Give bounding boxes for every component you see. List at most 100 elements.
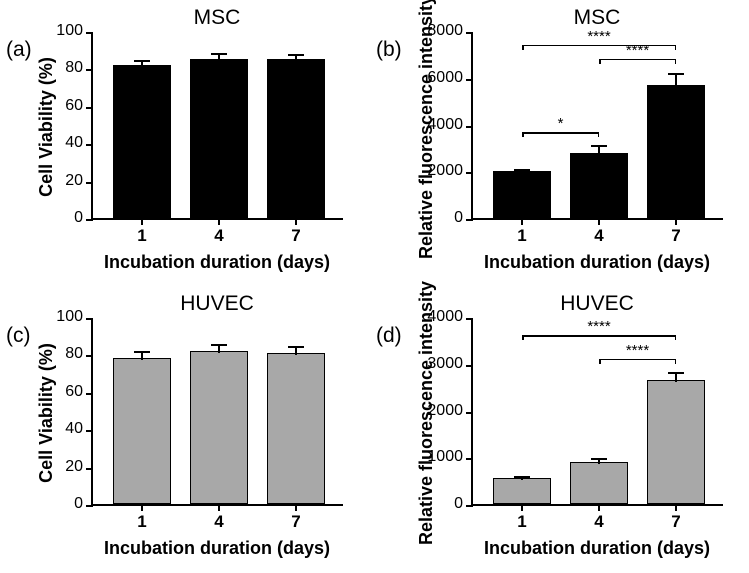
significance-drop (522, 335, 524, 340)
bar (113, 358, 171, 504)
x-tick-label: 4 (594, 226, 603, 246)
y-axis-label: Cell Viability (%) (36, 57, 57, 197)
x-tick (521, 504, 523, 511)
chart-plot-a: 020406080100147 (91, 33, 343, 220)
significance-drop (522, 132, 524, 137)
y-tick (86, 69, 93, 71)
bar (570, 462, 628, 504)
y-tick (466, 172, 473, 174)
y-tick-label: 60 (65, 383, 83, 401)
x-tick (218, 504, 220, 511)
y-tick-label: 80 (65, 345, 83, 363)
x-tick-label: 7 (291, 226, 300, 246)
chart-plot-d: 01000200030004000147******** (471, 319, 723, 506)
y-tick (86, 505, 93, 507)
chart-title: MSC (471, 6, 723, 30)
bar (190, 59, 248, 218)
bar (267, 353, 325, 504)
y-tick-label: 40 (65, 134, 83, 152)
panel-label-b: (b) (376, 38, 402, 62)
bar (493, 171, 551, 218)
y-tick (466, 505, 473, 507)
y-tick (86, 468, 93, 470)
x-axis-label: Incubation duration (days) (104, 538, 330, 559)
chart-plot-c: 020406080100147 (91, 319, 343, 506)
bar (113, 65, 171, 218)
y-tick (466, 79, 473, 81)
y-tick (86, 32, 93, 34)
error-bar-line (218, 345, 220, 352)
x-tick (141, 504, 143, 511)
significance-drop (675, 359, 677, 364)
bar (267, 59, 325, 218)
error-bar-cap (134, 60, 150, 62)
error-bar-line (141, 352, 143, 360)
panel-label-a: (a) (6, 38, 32, 62)
x-tick (295, 504, 297, 511)
y-tick (86, 107, 93, 109)
panel-label-d: (d) (376, 324, 402, 348)
error-bar-cap (514, 476, 530, 478)
chart-title: HUVEC (91, 292, 343, 316)
x-tick (141, 218, 143, 225)
x-tick-label: 4 (594, 512, 603, 532)
error-bar-cap (668, 372, 684, 374)
bar (647, 85, 705, 218)
error-bar-cap (591, 145, 607, 147)
y-tick (466, 412, 473, 414)
significance-bar (599, 359, 676, 361)
significance-label: * (558, 115, 564, 132)
y-tick-label: 20 (65, 458, 83, 476)
y-axis-label: Cell Viability (%) (36, 343, 57, 483)
significance-drop (675, 59, 677, 64)
y-tick-label: 0 (74, 209, 83, 227)
x-tick-label: 1 (517, 226, 526, 246)
y-tick-label: 80 (65, 59, 83, 77)
y-tick-label: 20 (65, 172, 83, 190)
significance-label: **** (587, 28, 610, 45)
y-axis-label: Relative fluorescence intensity (416, 0, 437, 259)
significance-bar (599, 59, 676, 61)
figure-container: (a)MSC020406080100147Cell Viability (%)I… (0, 0, 749, 573)
significance-drop (599, 359, 601, 364)
y-tick (86, 393, 93, 395)
x-tick (218, 218, 220, 225)
x-tick-label: 1 (137, 512, 146, 532)
y-tick-label: 0 (454, 495, 463, 513)
x-tick-label: 4 (214, 512, 223, 532)
x-tick-label: 7 (671, 512, 680, 532)
error-bar-line (598, 146, 600, 154)
x-tick-label: 7 (671, 226, 680, 246)
error-bar-cap (211, 53, 227, 55)
x-tick (675, 504, 677, 511)
y-tick (86, 144, 93, 146)
y-axis-label: Relative fluorescence intensity (416, 280, 437, 544)
error-bar-cap (134, 351, 150, 353)
panel-label-c: (c) (6, 324, 31, 348)
x-tick-label: 1 (137, 226, 146, 246)
significance-drop (675, 335, 677, 340)
y-tick-label: 100 (56, 308, 83, 326)
y-tick-label: 40 (65, 420, 83, 438)
error-bar-line (218, 54, 220, 61)
y-tick (466, 365, 473, 367)
significance-label: **** (626, 342, 649, 359)
significance-label: **** (587, 318, 610, 335)
significance-drop (675, 45, 677, 50)
y-tick (466, 32, 473, 34)
error-bar-cap (668, 73, 684, 75)
error-bar-cap (288, 54, 304, 56)
y-tick (86, 219, 93, 221)
significance-drop (599, 59, 601, 64)
y-tick (86, 430, 93, 432)
x-tick (598, 504, 600, 511)
error-bar-cap (591, 458, 607, 460)
significance-bar (522, 132, 599, 134)
y-tick-label: 0 (454, 209, 463, 227)
error-bar-cap (288, 346, 304, 348)
significance-bar (522, 45, 676, 47)
x-tick-label: 1 (517, 512, 526, 532)
significance-drop (598, 132, 600, 137)
x-tick-label: 7 (291, 512, 300, 532)
y-tick (466, 318, 473, 320)
